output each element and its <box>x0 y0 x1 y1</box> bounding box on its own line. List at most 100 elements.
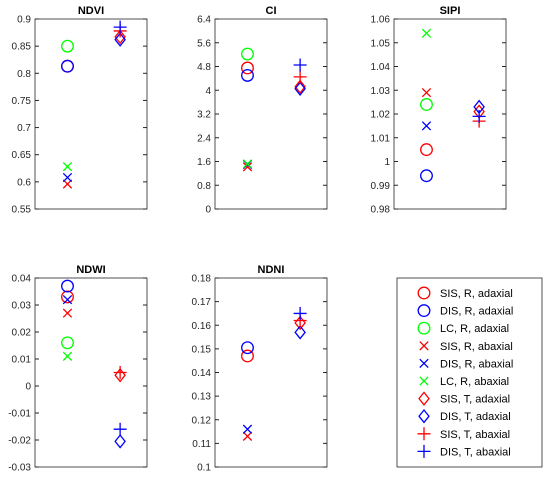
sipi-title: SIPI <box>440 5 461 17</box>
legend-item-dis-t-adaxial: DIS, T, adaxial <box>418 408 511 424</box>
ndni-ytick-label: 0.15 <box>192 344 212 355</box>
sipi-ytick-label: 1.04 <box>371 62 391 73</box>
ndvi-panel: 0.55 0.6 0.65 0.7 0.75 0.8 0.85 0.9 NDVI <box>12 5 148 216</box>
ci-ytick-label: 0.8 <box>197 181 211 192</box>
ndvi-point-dis-t-abaxial <box>113 20 127 34</box>
ndwi-ytick-label: -0.03 <box>8 463 31 474</box>
ci-point-sis-r-abaxial <box>242 162 253 172</box>
legend-marker-sis-t-adaxial <box>418 391 430 406</box>
ndvi-ytick-label: 0.6 <box>17 177 31 188</box>
legend-marker-lc-r-adaxial <box>417 321 431 335</box>
ci-ytick-label: 1.6 <box>197 157 211 168</box>
legend-box <box>396 277 543 468</box>
legend-marker-dis-t-adaxial <box>418 408 430 424</box>
ndvi-ytick-label: 0.9 <box>17 15 31 26</box>
ndni-point-dis-t-abaxial <box>293 306 307 320</box>
sipi-panel: 0.98 0.99 1 1.01 1.02 1.03 1.04 1.05 1.06 SIPI <box>371 5 507 216</box>
ci-point-dis-t-adaxial <box>294 81 306 97</box>
ndwi-point-sis-t-abaxial <box>113 366 127 379</box>
ci-ytick-label: 0 <box>205 205 211 216</box>
ndni-point-dis-r-abaxial <box>242 424 253 434</box>
ndni-ytick-label: 0.14 <box>192 368 212 379</box>
sipi-point-dis-r-adaxial <box>420 169 433 183</box>
legend-item-dis-r-abaxial: DIS, R, abaxial <box>419 358 513 370</box>
legend-label: LC, R, abaxial <box>440 376 509 388</box>
legend-marker-sis-r-abaxial <box>419 341 429 351</box>
sipi-ytick-label: 1.06 <box>371 15 391 26</box>
ndni-title: NDNI <box>258 264 285 276</box>
legend-item-sis-r-abaxial: SIS, R, abaxial <box>419 341 513 353</box>
ndni-panel: 0.1 0.11 0.12 0.13 0.14 0.15 0.16 0.17 0.18 NDNI <box>192 264 328 474</box>
legend-marker-dis-r-adaxial <box>417 304 431 318</box>
ndvi-point-lc-r-abaxial <box>62 161 73 172</box>
ndni-ytick-label: 0.12 <box>192 415 212 426</box>
ndwi-panel: -0.03 -0.02 -0.01 0 0.01 0.02 0.03 0.04 NDWI <box>8 264 148 474</box>
ci-ytick-label: 6.4 <box>197 15 211 26</box>
legend-item-lc-r-abaxial: LC, R, abaxial <box>419 376 509 388</box>
ndni-ytick-label: 0.18 <box>192 274 212 285</box>
ndwi-ytick-label: -0.01 <box>8 409 31 420</box>
ndwi-ytick-label: -0.02 <box>8 436 31 447</box>
sipi-point-sis-r-adaxial <box>420 143 433 157</box>
ndni-ytick-label: 0.13 <box>192 392 212 403</box>
ndwi-point-dis-t-adaxial <box>114 434 126 449</box>
ndwi-axes-box <box>34 277 148 468</box>
sipi-ytick-label: 1.02 <box>371 110 391 121</box>
ndwi-ytick-label: 0.02 <box>12 328 32 339</box>
sipi-ytick-label: 1.05 <box>371 38 391 49</box>
legend-label: DIS, T, abaxial <box>440 446 511 458</box>
ndni-point-sis-r-abaxial <box>242 431 253 441</box>
sipi-point-dis-r-abaxial <box>421 121 432 131</box>
legend: SIS, R, adaxial DIS, R, adaxial LC, R, ada… <box>396 277 543 468</box>
ndni-ytick-label: 0.17 <box>192 297 212 308</box>
ndwi-ytick-label: 0.03 <box>12 301 32 312</box>
legend-label: SIS, R, abaxial <box>440 341 513 353</box>
ndwi-point-sis-r-adaxial <box>61 290 74 304</box>
legend-marker-lc-r-abaxial <box>419 376 429 386</box>
ndvi-point-dis-t-adaxial <box>114 32 126 47</box>
ndni-axes-box <box>214 277 328 468</box>
legend-item-sis-t-adaxial: SIS, T, adaxial <box>418 391 510 406</box>
ndvi-ytick-label: 0.8 <box>17 69 31 80</box>
ndwi-point-dis-r-adaxial <box>61 279 74 293</box>
legend-label: SIS, R, adaxial <box>440 288 513 300</box>
legend-marker-dis-t-abaxial <box>417 444 431 458</box>
legend-label: DIS, R, abaxial <box>440 358 513 370</box>
ndwi-ytick-label: 0 <box>25 382 31 393</box>
ci-ytick-label: 2.4 <box>197 133 211 144</box>
ndwi-point-dis-t-abaxial <box>113 422 127 436</box>
ci-axes-box <box>214 18 328 210</box>
ndvi-ytick-label: 0.65 <box>12 150 32 161</box>
legend-item-dis-r-adaxial: DIS, R, adaxial <box>417 304 513 318</box>
legend-label: DIS, R, adaxial <box>440 306 513 318</box>
ndwi-point-lc-r-abaxial <box>62 351 73 361</box>
ci-title: CI <box>266 5 277 17</box>
ndvi-ytick-label: 0.75 <box>12 96 32 107</box>
legend-marker-sis-r-adaxial <box>417 286 431 300</box>
ci-ytick-label: 5.6 <box>197 38 211 49</box>
sipi-axes-box <box>393 18 507 210</box>
ndni-point-dis-t-adaxial <box>294 325 306 340</box>
legend-label: LC, R, adaxial <box>440 323 509 335</box>
ndni-point-sis-r-adaxial <box>241 349 254 363</box>
sipi-point-dis-t-abaxial <box>472 109 486 123</box>
ndvi-axes-box <box>34 18 148 210</box>
legend-item-sis-r-adaxial: SIS, R, adaxial <box>417 286 513 300</box>
ndvi-point-sis-t-adaxial <box>114 29 126 45</box>
ndni-ytick-label: 0.16 <box>192 321 212 332</box>
ci-point-lc-r-abaxial <box>242 159 253 169</box>
legend-marker-sis-t-abaxial <box>417 427 431 441</box>
ci-point-sis-r-adaxial <box>241 61 254 75</box>
ndwi-title: NDWI <box>76 264 105 276</box>
ci-point-lc-r-adaxial <box>241 47 254 61</box>
ci-panel: 0 0.8 1.6 2.4 3.2 4 4.8 5.6 6.4 CI <box>197 5 328 216</box>
ndwi-point-dis-r-abaxial <box>62 294 73 305</box>
ndvi-ytick-label: 0.85 <box>12 42 32 53</box>
ndvi-point-dis-r-adaxial <box>61 59 74 73</box>
ci-point-dis-t-abaxial <box>293 58 307 72</box>
ci-point-sis-t-adaxial <box>294 79 306 94</box>
legend-item-dis-t-abaxial: DIS, T, abaxial <box>417 444 511 458</box>
ndvi-point-dis-r-abaxial <box>62 172 73 183</box>
ndwi-ytick-label: 0.04 <box>12 274 32 285</box>
